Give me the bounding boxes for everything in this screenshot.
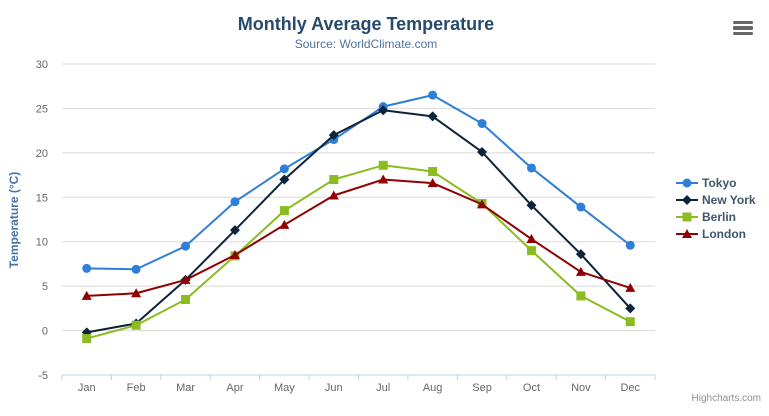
series-line-tokyo — [85, 94, 632, 271]
legend-label: Tokyo — [702, 176, 737, 190]
data-point[interactable] — [625, 317, 635, 327]
legend-label: New York — [702, 193, 756, 207]
data-point[interactable] — [625, 282, 636, 292]
legend: Tokyo New York Berlin London — [676, 176, 756, 241]
triangle-series-marker-icon — [676, 229, 698, 238]
data-point[interactable] — [82, 263, 92, 273]
x-axis-label: Oct — [523, 382, 540, 394]
data-point[interactable] — [229, 250, 240, 260]
x-axis-label: Nov — [571, 382, 591, 394]
y-axis-label: 0 — [42, 326, 48, 338]
x-axis-label: Jan — [78, 382, 96, 394]
data-point[interactable] — [230, 197, 240, 207]
y-axis-label: 30 — [36, 59, 48, 71]
legend-item-new-york[interactable]: New York — [676, 193, 756, 207]
data-point[interactable] — [279, 174, 290, 185]
series-line-berlin — [85, 164, 632, 340]
data-point[interactable] — [477, 119, 487, 129]
x-axis-label: Jun — [325, 382, 343, 394]
legend-item-berlin[interactable]: Berlin — [676, 210, 756, 224]
legend-label: London — [702, 227, 746, 241]
data-point[interactable] — [279, 206, 289, 216]
data-point[interactable] — [526, 234, 537, 244]
data-point[interactable] — [328, 130, 339, 141]
data-point[interactable] — [526, 163, 536, 173]
data-point[interactable] — [181, 241, 191, 251]
x-axis-label: Aug — [423, 382, 443, 394]
data-point[interactable] — [427, 111, 438, 122]
data-point[interactable] — [229, 225, 240, 236]
hamburger-menu-icon — [733, 31, 753, 36]
series-line-new-york — [85, 109, 632, 334]
data-point[interactable] — [279, 164, 289, 174]
x-axis-label: Apr — [226, 382, 243, 394]
legend-label: Berlin — [702, 210, 737, 224]
square-series-marker-icon — [676, 212, 698, 222]
y-axis-label: 20 — [36, 148, 48, 160]
data-point[interactable] — [575, 249, 586, 260]
data-point[interactable] — [625, 303, 636, 314]
data-point[interactable] — [81, 290, 92, 300]
y-axis-label: 15 — [36, 192, 48, 204]
data-point[interactable] — [576, 291, 586, 301]
data-point[interactable] — [428, 90, 438, 100]
y-axis-label: 25 — [36, 103, 48, 115]
x-axis-label: Mar — [176, 382, 195, 394]
data-point[interactable] — [625, 240, 635, 250]
data-point[interactable] — [279, 219, 290, 229]
legend-item-tokyo[interactable]: Tokyo — [676, 176, 756, 190]
legend-item-london[interactable]: London — [676, 227, 756, 241]
x-axis-label: May — [274, 382, 295, 394]
data-point[interactable] — [526, 200, 537, 211]
data-point[interactable] — [329, 175, 339, 185]
series-line-london — [85, 178, 632, 297]
data-point[interactable] — [378, 174, 389, 184]
data-point[interactable] — [82, 334, 92, 344]
data-point[interactable] — [131, 288, 142, 298]
y-axis-label: 5 — [42, 281, 48, 293]
x-axis-label: Dec — [621, 382, 641, 394]
data-point[interactable] — [131, 264, 141, 274]
data-point[interactable] — [378, 105, 389, 116]
data-point[interactable] — [328, 190, 339, 200]
data-point[interactable] — [427, 178, 438, 188]
x-axis-label: Sep — [472, 382, 492, 394]
diamond-series-marker-icon — [676, 195, 698, 205]
data-point[interactable] — [526, 246, 536, 256]
x-axis-label: Feb — [127, 382, 146, 394]
data-point[interactable] — [477, 199, 488, 209]
data-point[interactable] — [180, 274, 191, 284]
data-point[interactable] — [477, 146, 488, 157]
hamburger-menu-icon — [733, 26, 753, 30]
data-point[interactable] — [428, 167, 438, 177]
data-point[interactable] — [575, 266, 586, 276]
data-point[interactable] — [378, 160, 388, 170]
data-point[interactable] — [131, 320, 141, 330]
credits-link[interactable]: Highcharts.com — [691, 393, 761, 404]
chart-subtitle: Source: WorldClimate.com — [294, 37, 438, 51]
circle-series-marker-icon — [676, 178, 698, 188]
y-axis-label: 10 — [36, 237, 48, 249]
chart-title: Monthly Average Temperature — [237, 14, 495, 34]
y-axis-label: -5 — [38, 370, 48, 382]
data-point[interactable] — [181, 294, 191, 304]
data-point[interactable] — [576, 202, 586, 212]
hamburger-menu-icon — [733, 20, 753, 25]
context-menu-button[interactable] — [731, 17, 757, 39]
x-axis-label: Jul — [376, 382, 390, 394]
